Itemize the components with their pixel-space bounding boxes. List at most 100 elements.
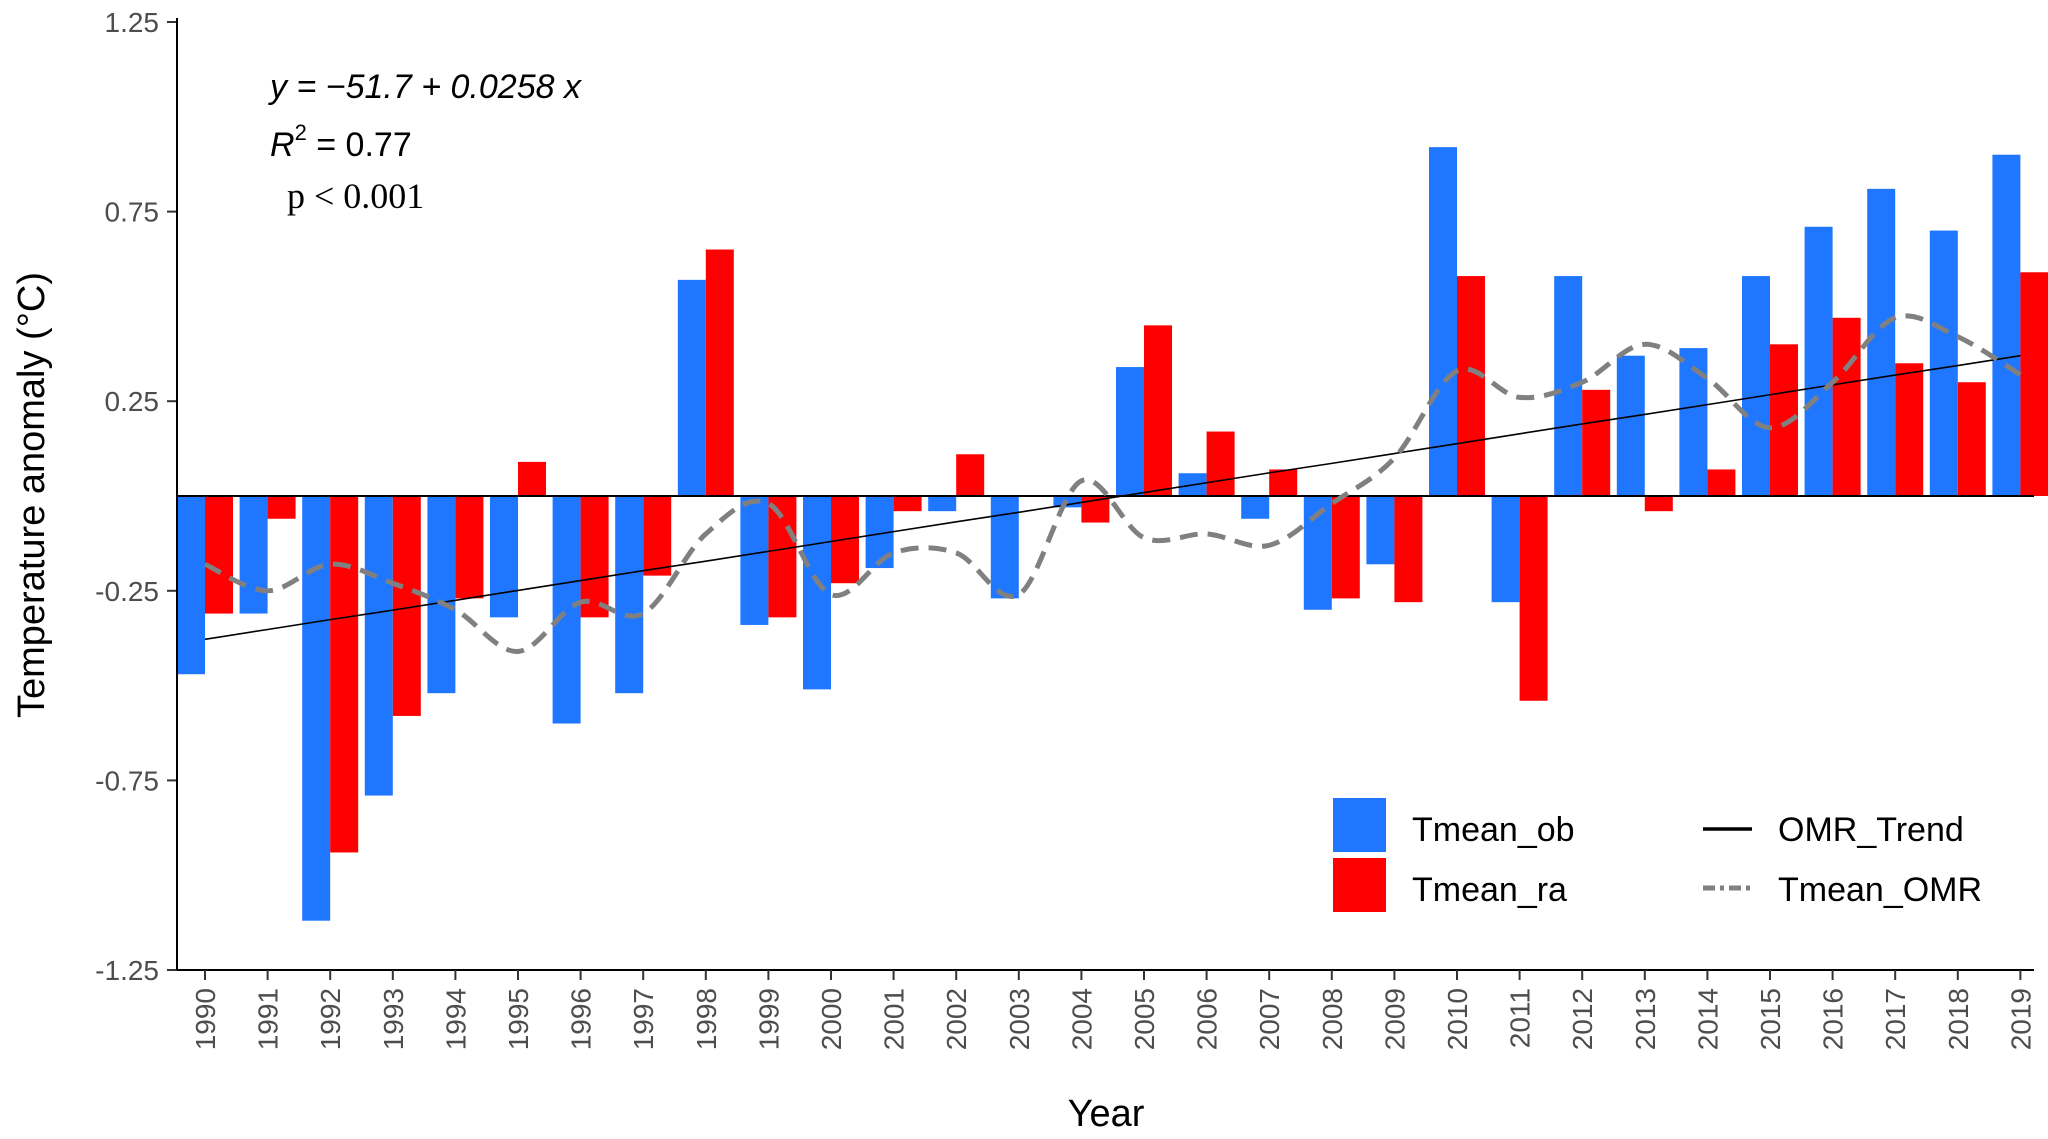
legend-label-tmean-ra: Tmean_ra	[1412, 871, 1567, 909]
bar-tmean-ra	[205, 496, 233, 614]
x-tick-label: 1996	[566, 988, 597, 1050]
bar-tmean-ob	[177, 496, 205, 675]
bar-tmean-ra	[1644, 496, 1673, 512]
x-tick-label: 2003	[1004, 988, 1035, 1050]
x-tick-label: 2013	[1630, 988, 1661, 1050]
legend-swatch-tmean-ob	[1333, 798, 1386, 852]
x-axis-ticks: 1990 1991 1992 1993 1994 1995 1996 1997 1998 1999…	[190, 970, 2036, 1050]
x-tick-label: 1999	[753, 988, 784, 1050]
x-tick-label: 2012	[1567, 988, 1598, 1050]
x-tick-label: 2005	[1129, 988, 1160, 1050]
x-tick-label: 2000	[816, 988, 847, 1050]
x-tick-label: 2017	[1880, 988, 1911, 1050]
x-tick-label: 2010	[1442, 988, 1473, 1050]
bar-tmean-ra	[1707, 469, 1736, 496]
bar-tmean-ob	[803, 496, 831, 690]
x-tick-label: 1994	[440, 988, 471, 1050]
x-tick-label: 1997	[628, 988, 659, 1050]
y-tick-label: -0.25	[95, 576, 159, 607]
bar-tmean-ra	[580, 496, 609, 618]
r-squared: R2 = 0.77	[270, 120, 412, 164]
bar-tmean-ra	[1394, 496, 1423, 603]
bar-tmean-ob	[677, 279, 706, 496]
x-tick-label: 1998	[691, 988, 722, 1050]
bar-tmean-ob	[1366, 496, 1395, 565]
x-tick-label: 2019	[2005, 988, 2036, 1050]
legend-swatch-tmean-ra	[1333, 858, 1386, 912]
tmean-omr-line	[203, 313, 2022, 654]
y-tick-label: -0.75	[95, 765, 159, 796]
x-tick-label: 1991	[253, 988, 284, 1050]
bar-tmean-ra	[1582, 389, 1611, 496]
bar-tmean-ob	[552, 496, 581, 724]
x-tick-label: 2001	[879, 988, 910, 1050]
bar-tmean-ob	[1742, 276, 1770, 496]
legend-label-tmean-omr: Tmean_OMR	[1778, 871, 1982, 909]
y-tick-label: 0.25	[105, 386, 160, 417]
x-tick-label: 2008	[1317, 988, 1348, 1050]
bar-tmean-ra	[1269, 469, 1298, 496]
x-tick-label: 2015	[1755, 988, 1786, 1050]
legend-label-tmean-ob: Tmean_ob	[1412, 811, 1575, 849]
x-tick-label: 2011	[1505, 988, 1536, 1048]
bar-tmean-ra	[1206, 431, 1235, 496]
y-tick-label: 1.25	[105, 7, 160, 38]
bar-tmean-ob	[1241, 496, 1270, 519]
bar-tmean-ob	[1867, 188, 1896, 496]
legend-label-omr-trend: OMR_Trend	[1778, 811, 1964, 849]
bar-tmean-ra	[330, 496, 359, 853]
y-tick-label: -1.25	[95, 955, 159, 986]
bar-tmean-ob	[1804, 226, 1833, 496]
bar-tmean-ra	[2020, 272, 2048, 496]
regression-annotation: y = −51.7 + 0.0258 x R2 = 0.77 p < 0.001	[268, 68, 582, 216]
bar-tmean-ra	[1519, 496, 1548, 701]
bar-tmean-ob	[615, 496, 644, 694]
bar-tmean-ra	[1331, 496, 1360, 599]
bar-tmean-ob	[1491, 496, 1520, 603]
x-tick-label: 2006	[1192, 988, 1223, 1050]
bar-tmean-ra	[705, 249, 734, 496]
bar-tmean-ob	[239, 496, 268, 614]
bar-tmean-ob	[990, 496, 1019, 599]
x-tick-label: 2004	[1066, 988, 1097, 1050]
bar-tmean-ob	[490, 496, 518, 618]
r-squared-value: = 0.77	[307, 126, 412, 164]
bar-tmean-ra	[1144, 325, 1172, 496]
bar-tmean-ra	[267, 496, 296, 519]
x-tick-label: 1993	[378, 988, 409, 1050]
x-tick-label: 1995	[503, 988, 534, 1050]
bar-tmean-ob	[1992, 154, 2021, 496]
x-tick-label: 1990	[190, 988, 221, 1050]
bar-tmean-ra	[1457, 276, 1485, 496]
bar-tmean-ob	[364, 496, 393, 796]
x-tick-label: 2007	[1254, 988, 1285, 1050]
bar-tmean-ra	[518, 461, 546, 496]
bar-tmean-ra	[1895, 363, 1924, 496]
bar-tmean-ob	[928, 496, 957, 512]
r-squared-exponent: 2	[295, 120, 307, 145]
bars	[177, 147, 2048, 921]
bar-tmean-ra	[455, 496, 484, 599]
bar-tmean-ra	[956, 454, 985, 496]
y-axis-ticks: 1.25 0.75 0.25 -0.25 -0.75 -1.25	[95, 7, 177, 986]
regression-equation: y = −51.7 + 0.0258 x	[268, 68, 582, 106]
bar-tmean-ra	[893, 496, 922, 512]
x-tick-label: 1992	[315, 988, 346, 1050]
bar-tmean-ob	[427, 496, 456, 694]
bar-tmean-ra	[643, 496, 672, 576]
bar-tmean-ob	[1116, 367, 1144, 496]
bar-tmean-ob	[302, 496, 331, 921]
bar-tmean-ob	[740, 496, 769, 625]
x-tick-label: 2018	[1943, 988, 1974, 1050]
bar-tmean-ob	[1616, 355, 1645, 496]
bar-tmean-ob	[1429, 147, 1457, 497]
y-axis-title: Temperature anomaly (°C)	[11, 272, 53, 718]
bar-tmean-ra	[1957, 382, 1986, 496]
y-tick-label: 0.75	[105, 197, 160, 228]
omr-trend-line	[204, 354, 2021, 641]
x-tick-label: 2014	[1692, 988, 1723, 1050]
r-squared-symbol: R	[270, 126, 295, 164]
x-tick-label: 2016	[1818, 988, 1849, 1050]
legend: Tmean_ob Tmean_ra OMR_Trend Tmean_OMR	[1333, 798, 1982, 912]
